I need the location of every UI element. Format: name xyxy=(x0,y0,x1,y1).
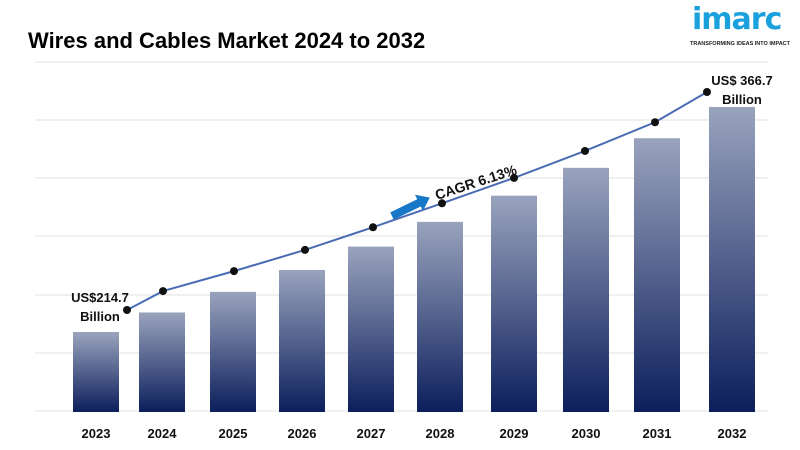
x-tick-label: 2029 xyxy=(500,426,529,441)
trend-point-2023 xyxy=(123,306,131,314)
end-value-unit: Billion xyxy=(722,92,762,107)
bar-2031 xyxy=(634,138,680,412)
bar-2023 xyxy=(73,332,119,412)
trend-point-2027 xyxy=(369,223,377,232)
x-tick-label: 2025 xyxy=(219,426,248,441)
bar-2030 xyxy=(563,167,609,412)
bar-2026 xyxy=(279,269,325,412)
x-tick-label: 2027 xyxy=(357,426,386,441)
trend-point-2026 xyxy=(301,245,309,254)
trend-point-2025 xyxy=(230,267,238,276)
cagr-arrow-icon xyxy=(390,194,430,220)
x-tick-label: 2023 xyxy=(82,426,111,441)
x-tick-label: 2026 xyxy=(288,426,317,441)
logo-wordmark: imarc xyxy=(692,2,782,37)
trend-point-2029 xyxy=(510,173,518,182)
imarc-logo: imarc TRANSFORMING IDEAS INTO IMPACT xyxy=(690,4,798,54)
bar-2027 xyxy=(348,246,394,412)
bar-2024 xyxy=(139,312,185,412)
bar-2028 xyxy=(417,221,463,412)
x-tick-label: 2031 xyxy=(643,426,672,441)
trend-point-2032 xyxy=(703,88,711,96)
trend-line xyxy=(126,91,708,311)
start-value-unit: Billion xyxy=(80,309,120,324)
trend-point-2030 xyxy=(581,146,589,155)
bar-2029 xyxy=(491,195,537,412)
x-tick-label: 2030 xyxy=(572,426,601,441)
logo-tagline: TRANSFORMING IDEAS INTO IMPACT xyxy=(690,41,791,47)
trend-point-2024 xyxy=(159,287,167,296)
page-title: Wires and Cables Market 2024 to 2032 xyxy=(28,28,426,53)
x-tick-label: 2028 xyxy=(426,426,455,441)
bar-2032 xyxy=(709,107,755,412)
x-tick-label: 2024 xyxy=(148,426,178,441)
start-value-label: US$214.7 xyxy=(71,290,129,305)
bar-2025 xyxy=(210,291,256,412)
trend-point-2028 xyxy=(438,199,446,208)
x-tick-label: 2032 xyxy=(718,426,747,441)
trend-point-2031 xyxy=(651,118,659,127)
end-value-label: US$ 366.7 xyxy=(711,73,772,88)
